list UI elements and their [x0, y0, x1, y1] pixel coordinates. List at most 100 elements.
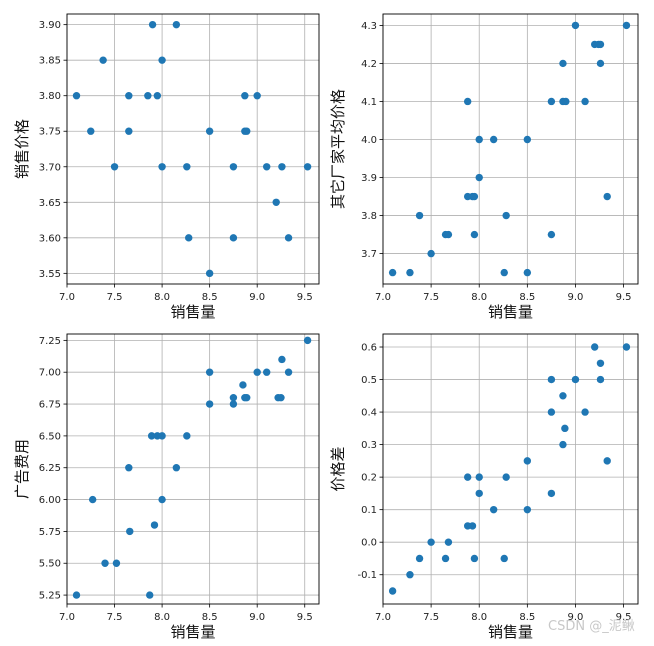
plot-frame	[382, 13, 639, 285]
scatter-point	[559, 392, 567, 400]
y-tick-label: 3.7	[361, 249, 377, 260]
scatter-point	[444, 230, 453, 239]
scatter-point	[596, 40, 605, 49]
x-tick-label: 9.5	[297, 612, 313, 623]
scatter-point	[278, 163, 286, 171]
plot-frame	[66, 333, 320, 605]
y-tick-label: 0.6	[361, 343, 377, 354]
y-tick-label: 3.55	[39, 269, 61, 280]
scatter-point	[183, 163, 191, 171]
scatter-point	[243, 393, 251, 402]
y-tick-label: 4.1	[361, 97, 377, 108]
y-axis-label: 销售价格	[13, 119, 31, 179]
scatter-point	[547, 408, 556, 416]
y-tick-label: 0.2	[361, 473, 377, 484]
scatter-point	[158, 163, 166, 171]
scatter-point	[547, 489, 556, 498]
scatter-point	[581, 97, 589, 106]
x-tick-label: 8.0	[471, 292, 487, 303]
scatter-point	[87, 127, 95, 135]
scatter-point	[303, 336, 312, 345]
y-tick-label: 4.0	[361, 135, 377, 146]
scatter-point	[475, 173, 483, 182]
x-axis-label: 销售量	[488, 623, 533, 641]
x-axis-label: 销售量	[170, 303, 215, 321]
scatter-point	[148, 20, 157, 29]
scatter-point	[88, 495, 97, 504]
scatter-point	[475, 473, 483, 481]
scatter-point	[284, 368, 293, 376]
y-axis-label: 其它厂家平均价格	[329, 89, 347, 209]
scatter-point	[470, 192, 479, 201]
scatter-point	[596, 375, 605, 384]
scatter-point	[125, 92, 133, 100]
scatter-point	[406, 268, 414, 277]
y-tick-label: 6.25	[39, 463, 61, 474]
x-tick-label: 8.5	[519, 612, 535, 623]
x-tick-label: 9.5	[616, 612, 632, 623]
scatter-point	[158, 432, 166, 440]
scatter-point	[158, 495, 166, 504]
y-tick-label: 3.60	[39, 233, 61, 244]
scatter-point	[262, 163, 271, 171]
scatter-point	[112, 559, 121, 567]
y-tick-label: 0.0	[361, 538, 377, 549]
y-tick-label: 4.3	[361, 21, 377, 32]
scatter-point	[126, 527, 134, 536]
x-tick-label: 8.0	[154, 292, 170, 303]
scatter-point	[388, 268, 397, 277]
scatter-point	[303, 163, 312, 171]
scatter-point	[72, 591, 81, 599]
scatter-point	[468, 522, 477, 530]
scatter-point	[262, 368, 271, 376]
scatter-point	[427, 249, 435, 258]
x-tick-label: 9.0	[567, 612, 583, 623]
y-tick-label: 6.00	[39, 495, 61, 506]
y-tick-label: 0.3	[361, 440, 377, 451]
x-tick-label: 9.0	[249, 612, 265, 623]
scatter-point	[463, 97, 472, 106]
scatter-point	[99, 56, 107, 64]
scatter-point	[470, 554, 479, 563]
scatter-point	[277, 393, 285, 402]
scatter-point	[253, 368, 261, 376]
x-tick-label: 8.0	[471, 612, 487, 623]
scatter-point	[489, 135, 498, 144]
scatter-point	[581, 408, 589, 416]
scatter-point	[101, 559, 109, 567]
y-tick-label: 5.75	[39, 527, 61, 538]
y-tick-label: 0.1	[361, 505, 377, 516]
x-tick-label: 9.5	[297, 292, 313, 303]
x-tick-label: 9.0	[567, 292, 583, 303]
scatter-point	[547, 375, 556, 384]
scatter-point	[110, 163, 119, 171]
chart-panel-2: 7.0 7.5 8.0 8.5 9.0 9.5 3.7 3.8 3.9 4.0 4.1 4.2 4.3 销…	[329, 13, 639, 321]
scatter-point	[229, 234, 238, 242]
scatter-point	[146, 591, 154, 599]
scatter-point	[229, 393, 238, 402]
x-tick-label: 7.5	[107, 612, 123, 623]
scatter-point	[415, 554, 424, 563]
scatter-point	[547, 230, 556, 239]
x-tick-label: 8.5	[202, 612, 218, 623]
chart-panel-1: 7.0 7.5 8.0 8.5 9.0 9.5 3.55 3.60 3.65 3.70 3.75 3.…	[13, 13, 320, 321]
scatter-point	[278, 355, 286, 364]
scatter-point	[150, 521, 159, 529]
y-tick-label: 3.70	[39, 162, 61, 173]
scatter-point	[571, 375, 580, 384]
scatter-point	[241, 92, 249, 100]
y-tick-label: 7.25	[39, 336, 61, 347]
scatter-point	[205, 127, 214, 135]
y-tick-label: 6.75	[39, 400, 61, 411]
scatter-point	[415, 211, 424, 220]
scatter-point	[603, 457, 611, 465]
scatter-point	[590, 343, 599, 351]
scatter-point	[205, 269, 214, 278]
scatter-point	[388, 587, 397, 595]
y-tick-label: 6.50	[39, 431, 61, 442]
y-tick-label: 3.65	[39, 198, 61, 209]
scatter-point	[500, 268, 508, 277]
scatter-point	[125, 464, 133, 472]
